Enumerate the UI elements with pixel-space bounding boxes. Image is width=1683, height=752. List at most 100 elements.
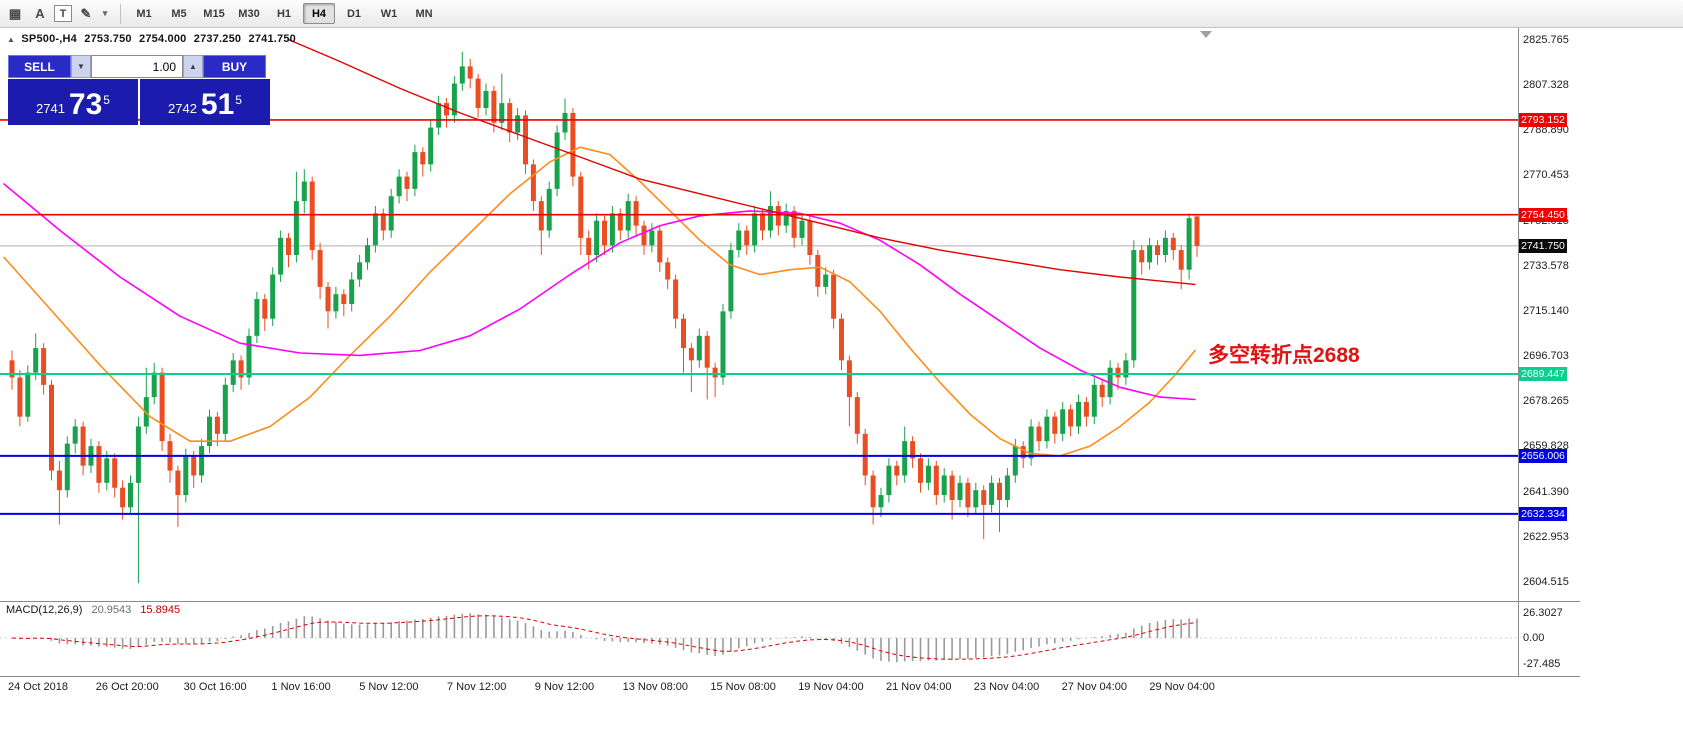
candle-body [175,470,181,496]
timeframe-button-d1[interactable]: D1 [346,7,362,20]
candle-body [238,360,244,378]
timeframe-button-mn[interactable]: MN [415,7,433,20]
candle-body [128,482,133,508]
candle-body [696,335,702,361]
price-tag: 2656.006 [1519,448,1567,463]
time-axis[interactable]: 24 Oct 2018 26 Oct 20:00 30 Oct 16:00 1 Nov… [0,677,1518,700]
candle-body [317,250,323,287]
chart-grid-icon[interactable]: ▦ [8,5,22,21]
price-axis-label: 2641.390 [1523,485,1569,498]
candle-body [64,443,70,491]
sell-price-display[interactable]: 2741 73 5 [8,79,138,125]
candle-body [191,455,197,476]
price-tag: 2741.750 [1519,238,1567,253]
candle-body [1052,416,1058,434]
text-tool-icon[interactable]: T [54,5,72,22]
candle-body [720,311,726,378]
timeframe-button-w1[interactable]: W1 [380,7,398,20]
candle-body [333,294,339,312]
time-axis-label: 21 Nov 04:00 [886,681,952,693]
candle-body [815,254,821,287]
time-axis-label: 24 Oct 2018 [8,681,68,693]
candle-body [1060,409,1066,434]
volume-increment-button[interactable]: ▲ [183,55,203,78]
candle-body [562,112,568,133]
candle-body [799,220,805,238]
candle-body [515,115,521,133]
chart-shift-marker-icon [1200,31,1212,38]
timeframe-button-m30[interactable]: M30 [238,7,260,20]
candle-body [135,426,141,483]
candle-body [831,274,837,319]
candle-body [846,360,852,398]
price-axis[interactable]: 2825.7652807.3282788.8902770.4532752.015… [1518,28,1683,676]
buy-price-display[interactable]: 2742 51 5 [140,79,270,125]
price-axis-label: 2788.890 [1523,124,1569,137]
sell-price-big: 73 [68,88,103,121]
macd-header: MACD(12,26,9) 20.9543 15.8945 [6,604,180,616]
candle-body [483,90,489,109]
candle-body [752,213,758,246]
price-tag: 2754.450 [1519,207,1567,222]
candle-body [862,433,868,476]
buy-button[interactable]: BUY [203,55,266,78]
annotate-letter-icon[interactable]: A [35,6,45,21]
price-axis-label: 2678.265 [1523,395,1569,408]
candle-body [357,262,363,280]
time-axis-label: 5 Nov 12:00 [359,681,419,693]
sell-button[interactable]: SELL [8,55,71,78]
timeframe-button-m5[interactable]: M5 [171,7,187,20]
candle-body [459,66,465,84]
toolbar-icon-group: ▦ A T ✎ ▾ [4,4,113,24]
candle-body [546,188,552,231]
candle-body [1139,250,1145,263]
time-axis-label: 7 Nov 12:00 [447,681,507,693]
candle-body [728,250,734,312]
macd-signal-value: 15.8945 [140,604,181,616]
timeframe-button-m1[interactable]: M1 [136,7,152,20]
candle-body [1162,237,1168,255]
price-axis-label: 2733.578 [1523,259,1569,272]
timeframe-button-group: M1 M5 M15 M30 H1 H4 D1 W1 MN [128,3,443,24]
candle-body [1194,216,1200,246]
price-tag: 2793.152 [1519,112,1567,127]
volume-decrement-button[interactable]: ▼ [71,55,91,78]
candle-body [341,294,347,304]
ohlc-open: 2753.750 [84,33,132,45]
candle-body [467,66,473,79]
candle-body [1155,245,1160,255]
candle-body [760,213,765,231]
caret-up-icon: ▲ [189,62,197,71]
candle-body [894,465,900,476]
timeframe-button-m15[interactable]: M15 [203,7,225,20]
candle-body [554,132,560,189]
macd-title: MACD(12,26,9) [6,604,83,616]
candle-body [538,201,544,231]
candle-body [33,348,39,373]
timeframe-button-h4[interactable]: H4 [303,3,335,24]
annotation-text: 多空转折点2688 [1208,344,1360,367]
one-click-trading-panel: SELL ▼ ▲ BUY 2741 73 5 2742 51 5 [8,55,270,125]
candle-body [523,115,528,165]
candle-body [767,206,773,231]
draw-tool-icon[interactable]: ✎ [80,5,92,21]
candle-body [609,213,615,246]
macd-axis-label: -27.485 [1523,658,1561,671]
draw-tool-caret-icon[interactable]: ▾ [102,8,108,18]
candle-body [712,367,718,378]
candle-body [207,416,212,447]
volume-input[interactable] [91,55,183,78]
candle-body [270,274,276,319]
candle-body [41,348,47,385]
candle-body [957,482,963,500]
candle-body [436,103,442,128]
macd-axis-label: 0.00 [1523,632,1545,644]
candle-body [309,181,315,251]
candle-body [380,213,386,231]
candle-body [965,482,971,508]
candle-body [230,360,236,385]
time-axis-label: 15 Nov 08:00 [710,681,776,693]
timeframe-button-h1[interactable]: H1 [276,7,292,20]
candle-body [1131,250,1137,361]
candle-body [854,397,860,434]
